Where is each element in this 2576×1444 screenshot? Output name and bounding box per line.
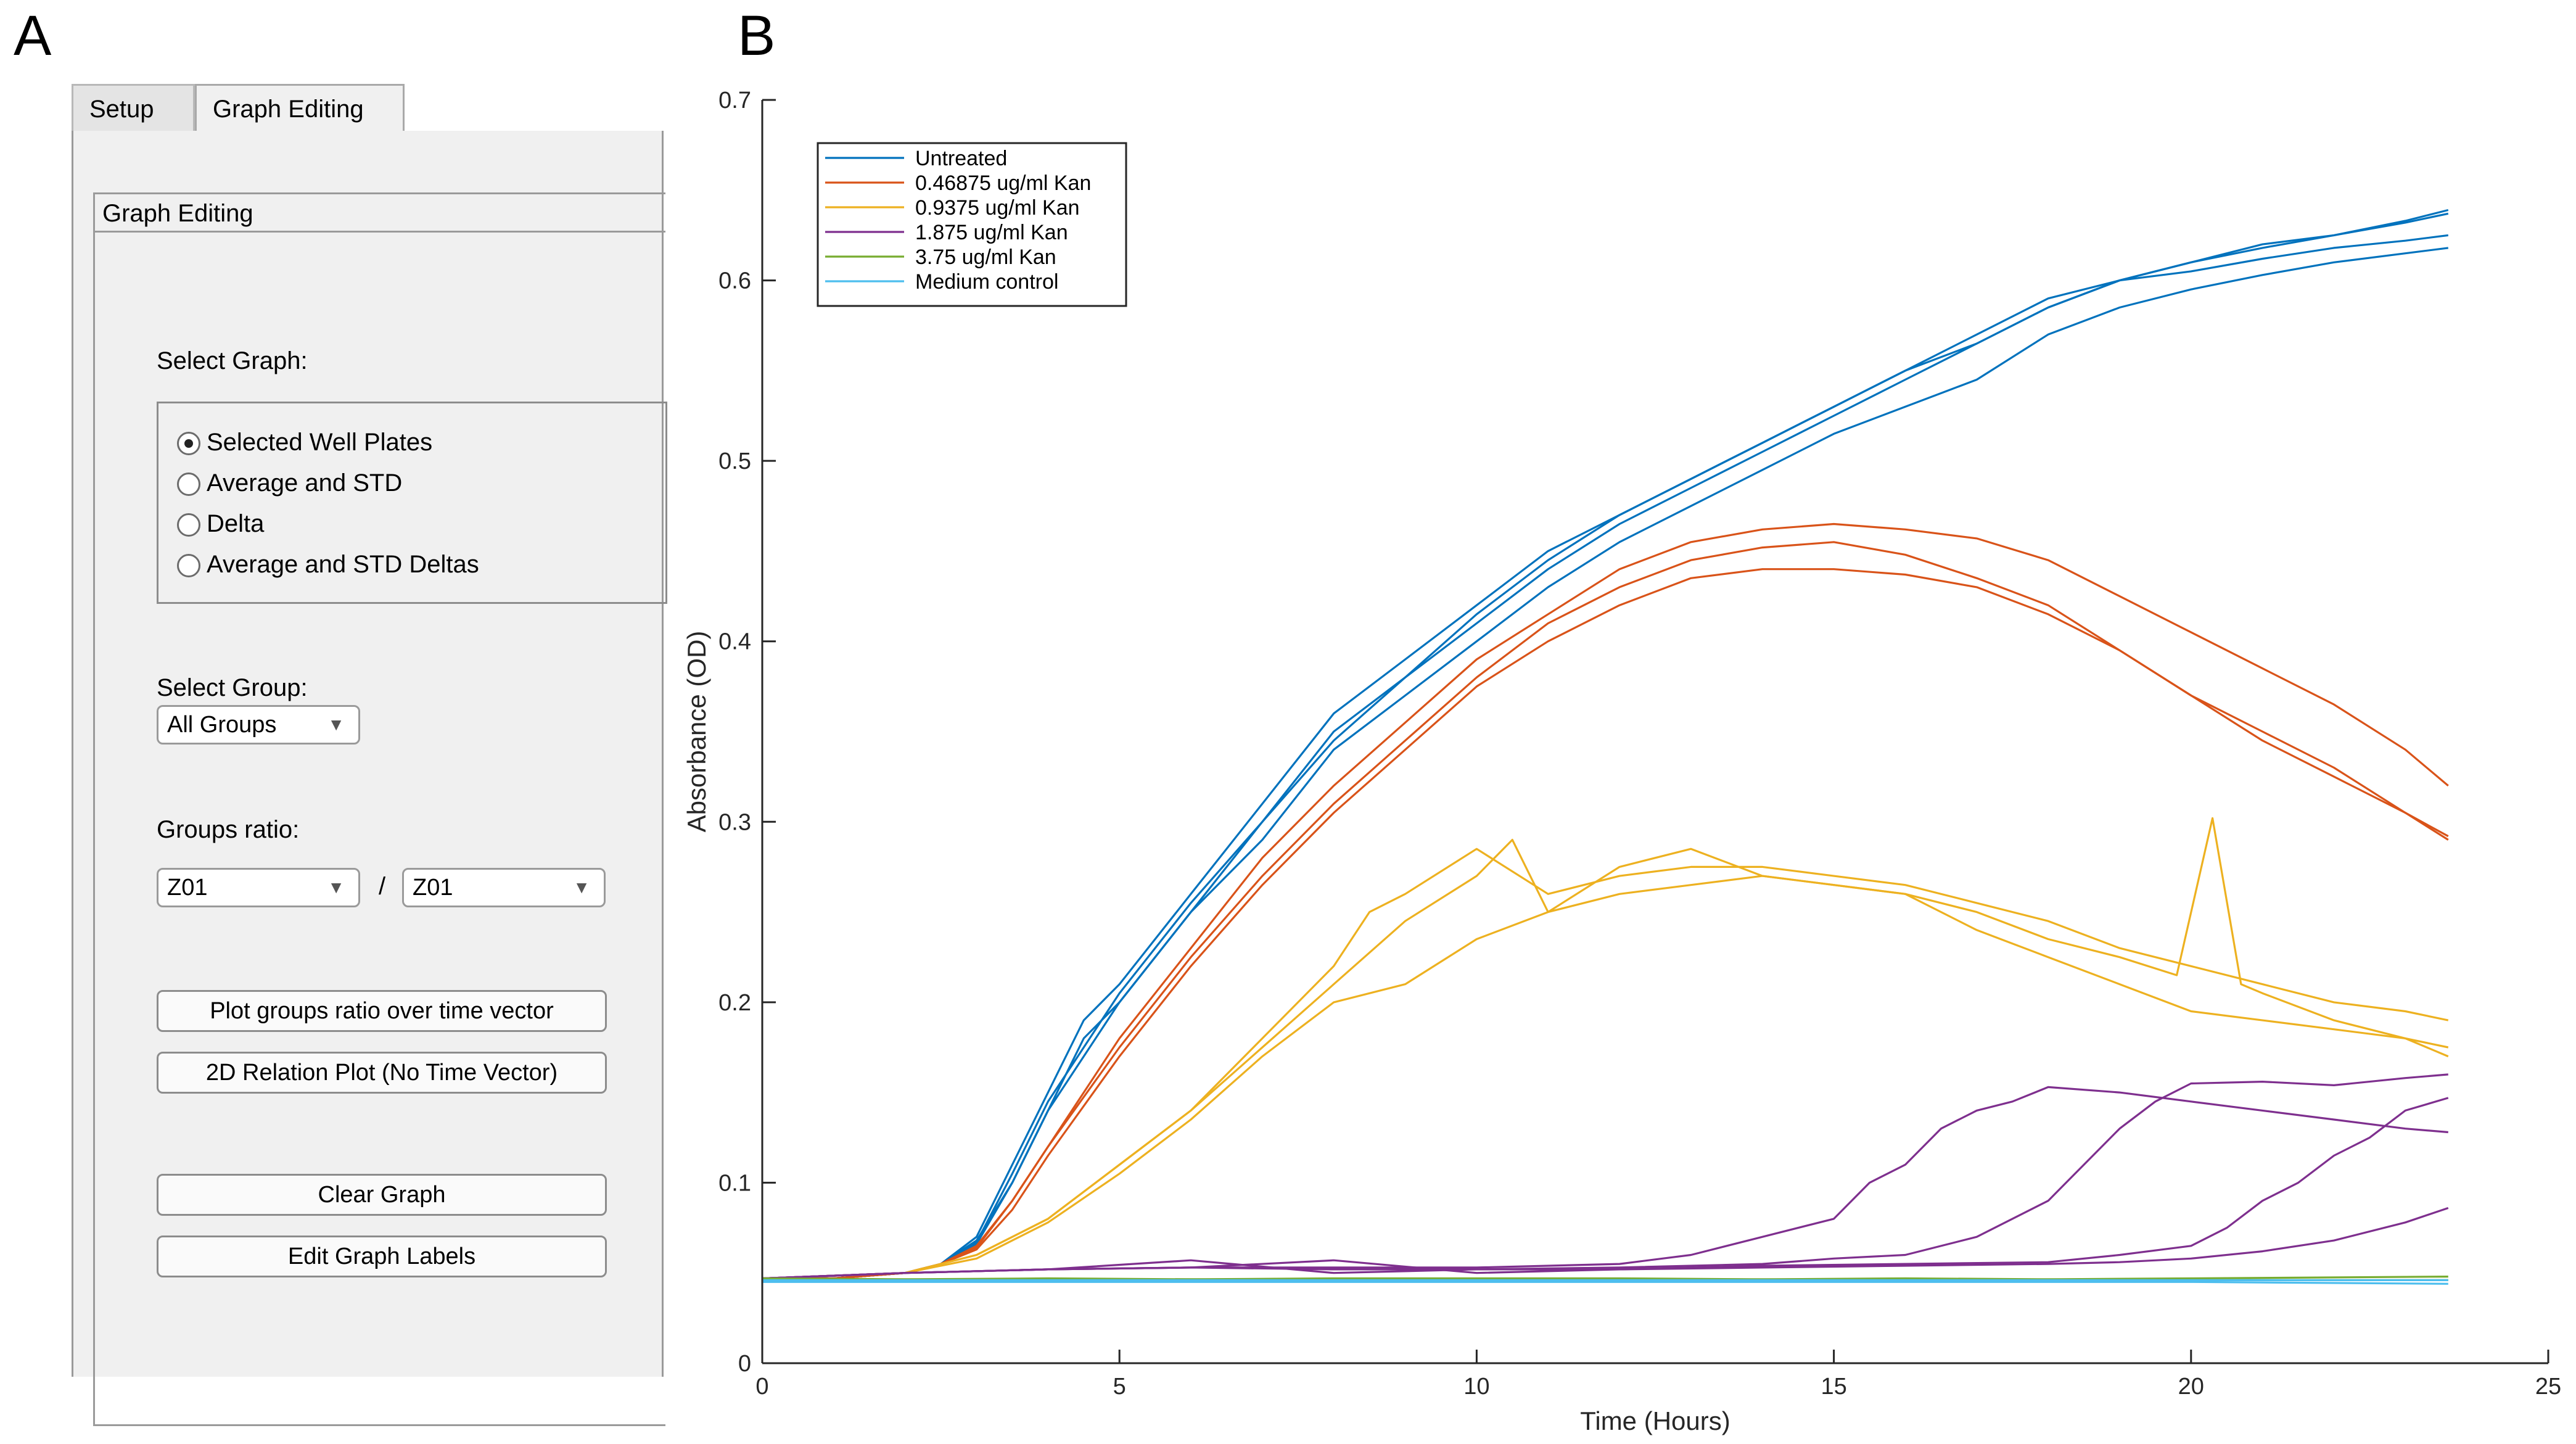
graph-type-radio-group: Selected Well Plates Average and STD Del…: [157, 402, 667, 604]
edit-graph-labels-button[interactable]: Edit Graph Labels: [157, 1236, 607, 1277]
y-tick-label: 0.2: [718, 990, 751, 1016]
y-tick-label: 0.1: [718, 1170, 751, 1196]
x-tick-label: 0: [755, 1374, 768, 1400]
radio-average-and-std-deltas[interactable]: Average and STD Deltas: [177, 549, 479, 580]
series-layer: [762, 208, 2449, 1285]
group-select[interactable]: All Groups ▼: [157, 705, 360, 745]
series-line-7: [762, 848, 2449, 1280]
x-tick-label: 5: [1113, 1374, 1126, 1400]
relation-2d-plot-button[interactable]: 2D Relation Plot (No Time Vector): [157, 1052, 607, 1094]
series-line-9: [762, 875, 2449, 1280]
legend-label: 0.46875 ug/ml Kan: [915, 171, 1091, 195]
legend-box: [817, 142, 1127, 307]
select-graph-label: Select Graph:: [157, 347, 308, 374]
graph-editing-panel: Setup Graph Editing Graph Editing Select…: [72, 81, 667, 1426]
y-tick-label: 0.7: [718, 88, 751, 113]
legend-label: Medium control: [915, 270, 1058, 294]
chevron-down-icon: ▼: [327, 878, 345, 897]
radio-unselected-icon[interactable]: [177, 554, 200, 578]
y-tick-label: 0.6: [718, 268, 751, 294]
radio-selected-icon[interactable]: [177, 432, 200, 456]
ratio-denominator-select[interactable]: Z01 ▼: [402, 868, 606, 907]
clear-graph-button[interactable]: Clear Graph: [157, 1174, 607, 1216]
absorbance-chart: 0 5 10 15 20 25 0 0.1 0.2 0.3 0.4 0.5 0.6 0.7 Untreat…: [682, 88, 2561, 1435]
series-line-13: [762, 1207, 2449, 1280]
series-line-0: [762, 212, 2449, 1280]
tab-graph-editing[interactable]: Graph Editing: [195, 84, 405, 133]
groups-ratio-label: Groups ratio:: [157, 816, 300, 843]
radio-unselected-icon[interactable]: [177, 513, 200, 537]
radio-unselected-icon[interactable]: [177, 472, 200, 497]
x-tick-label: 10: [1463, 1374, 1489, 1400]
tab-content: Graph Editing Select Graph: Selected Wel…: [72, 131, 667, 1426]
legend-label: Untreated: [915, 147, 1007, 170]
legend-label: 3.75 ug/ml Kan: [915, 245, 1056, 269]
graph-editing-group: Graph Editing Select Graph: Selected Wel…: [93, 192, 667, 1426]
x-tick-label: 20: [2178, 1374, 2204, 1400]
chevron-down-icon: ▼: [327, 715, 345, 734]
group-title: Graph Editing: [95, 194, 665, 233]
series-line-2: [762, 247, 2449, 1280]
y-tick-label: 0: [738, 1351, 751, 1377]
plot-groups-ratio-button[interactable]: Plot groups ratio over time vector: [157, 990, 607, 1032]
axes-layer: 0 5 10 15 20 25 0 0.1 0.2 0.3 0.4 0.5 0.6 0.7: [718, 88, 2561, 1400]
series-line-6: [762, 568, 2449, 1280]
legend-label: 1.875 ug/ml Kan: [915, 221, 1068, 244]
series-line-8: [762, 817, 2449, 1280]
series-line-3: [762, 234, 2449, 1280]
panel-label-b: B: [738, 4, 776, 67]
x-axis-label: Time (Hours): [1580, 1406, 1730, 1435]
ratio-separator: /: [379, 873, 386, 900]
legend-label: 0.9375 ug/ml Kan: [915, 196, 1080, 220]
y-tick-label: 0.3: [718, 809, 751, 835]
y-axis-label: Absorbance (OD): [682, 631, 711, 833]
radio-average-and-std[interactable]: Average and STD: [177, 468, 402, 498]
series-line-12: [762, 1097, 2449, 1280]
chevron-down-icon: ▼: [573, 878, 590, 897]
select-group-label: Select Group:: [157, 674, 308, 701]
tab-setup[interactable]: Setup: [72, 84, 195, 131]
tab-bar: Setup Graph Editing: [72, 81, 664, 133]
series-line-1: [762, 208, 2449, 1280]
radio-delta[interactable]: Delta: [177, 508, 264, 539]
x-tick-label: 15: [1821, 1374, 1846, 1400]
series-line-11: [762, 1073, 2448, 1280]
x-tick-label: 25: [2535, 1374, 2561, 1400]
series-line-16: [762, 1281, 2448, 1285]
y-tick-label: 0.4: [718, 629, 751, 655]
radio-selected-well-plates[interactable]: Selected Well Plates: [177, 427, 432, 458]
y-tick-label: 0.5: [718, 448, 751, 474]
series-line-4: [762, 522, 2449, 1280]
series-line-10: [762, 1086, 2448, 1280]
ratio-numerator-select[interactable]: Z01 ▼: [157, 868, 360, 907]
panel-label-a: A: [14, 4, 52, 67]
